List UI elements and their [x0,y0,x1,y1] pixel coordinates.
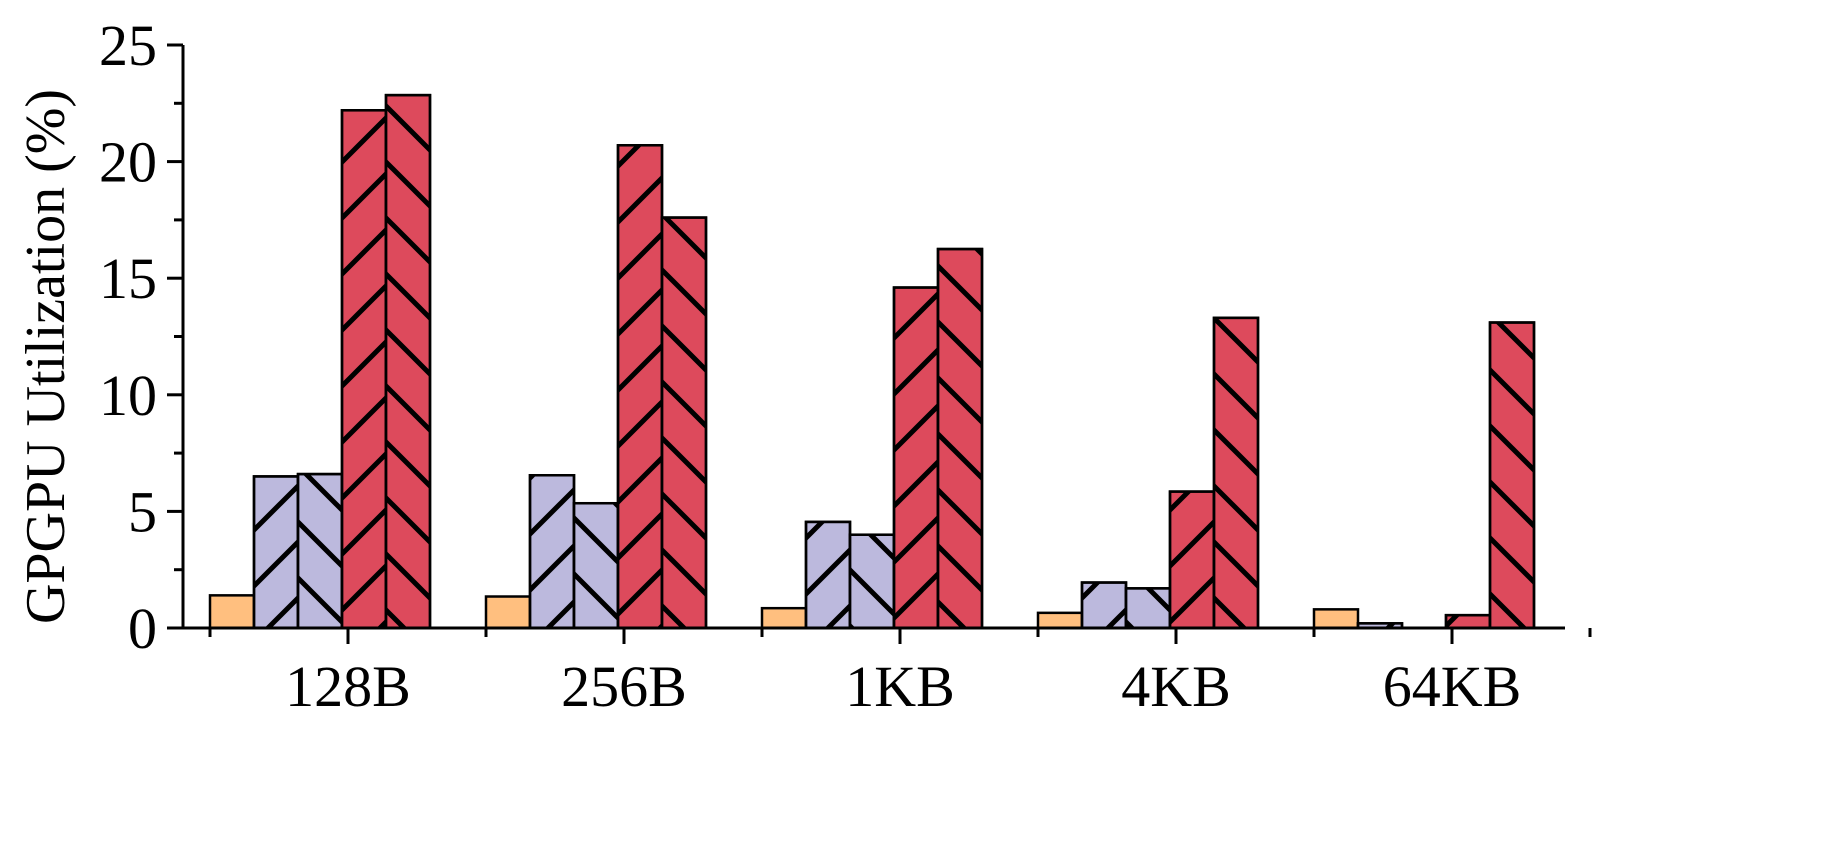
y-tick-label: 5 [128,479,157,544]
bar-hatch-1KB-s2 [804,520,852,630]
bars-group [208,93,1536,630]
y-axis-title: GPGPU Utilization (%) [15,89,77,624]
y-tick-label: 20 [99,130,157,195]
bar-4KB-s1 [1036,611,1084,630]
bar-hatch-1KB-s5 [936,247,984,630]
y-tick-label: 0 [128,596,157,661]
bar-hatch-4KB-s3 [1124,587,1172,630]
x-tick-label-128B: 128B [285,654,411,719]
bar-hatch-256B-s3 [572,501,620,630]
y-tick-label: 25 [99,13,157,78]
bar-hatch-256B-s2 [528,474,576,630]
bar-hatch-1KB-s4 [892,286,940,630]
bar-hatch-64KB-s5 [1488,321,1536,630]
bar-1KB-s1 [760,606,808,630]
y-tick-label: 15 [99,246,157,311]
x-tick-label-64KB: 64KB [1383,654,1522,719]
bar-hatch-4KB-s5 [1212,316,1260,630]
bar-256B-s1 [484,595,532,630]
x-tick-label-1KB: 1KB [845,654,955,719]
bar-hatch-4KB-s2 [1080,581,1128,630]
x-tick-label-256B: 256B [561,654,687,719]
axes-group: 0 5 10 15 20 25 128B 256B 1KB 4KB 64KB [99,13,1592,719]
bar-128B-s1 [208,594,256,630]
bar-hatch-1KB-s3 [848,533,896,630]
bar-hatch-128B-s2 [252,475,300,630]
bar-hatch-128B-s3 [296,472,344,630]
bar-hatch-256B-s4 [616,144,664,630]
bar-64KB-s1 [1312,608,1360,630]
bar-hatch-4KB-s4 [1168,490,1216,630]
x-tick-label-4KB: 4KB [1121,654,1231,719]
bar-hatch-64KB-s4 [1444,613,1492,630]
bar-hatch-128B-s5 [384,93,432,630]
bar-hatch-128B-s4 [340,109,388,630]
bar-hatch-256B-s5 [660,216,708,630]
y-tick-label: 10 [99,363,157,428]
